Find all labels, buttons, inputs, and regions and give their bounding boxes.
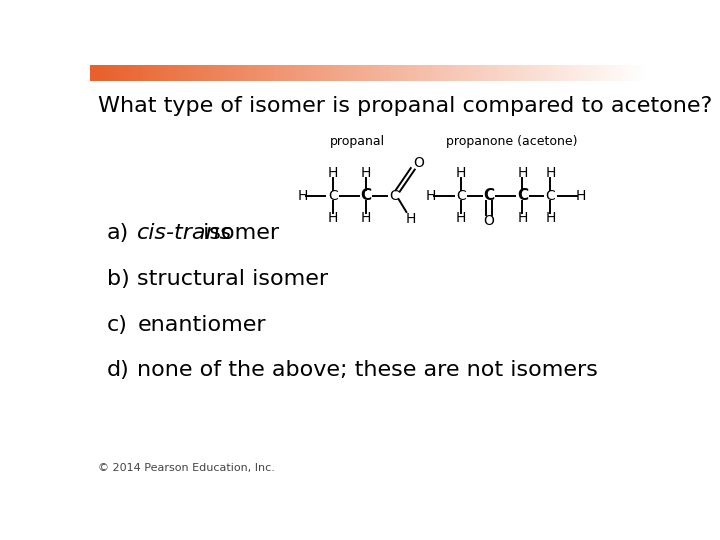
Text: C: C [517, 188, 528, 203]
Text: H: H [361, 211, 372, 225]
Text: H: H [297, 189, 307, 203]
Text: C: C [483, 188, 495, 203]
Text: H: H [517, 166, 528, 180]
Text: C: C [390, 189, 399, 203]
Text: O: O [484, 214, 495, 228]
Text: enantiomer: enantiomer [138, 315, 266, 335]
Text: H: H [405, 212, 416, 226]
Text: H: H [545, 166, 556, 180]
Text: H: H [328, 166, 338, 180]
Text: a): a) [107, 223, 129, 243]
Text: H: H [575, 189, 585, 203]
Text: C: C [456, 189, 466, 203]
Text: What type of isomer is propanal compared to acetone?: What type of isomer is propanal compared… [99, 96, 713, 116]
Text: H: H [456, 166, 467, 180]
Text: propanone (acetone): propanone (acetone) [446, 135, 577, 148]
Text: © 2014 Pearson Education, Inc.: © 2014 Pearson Education, Inc. [99, 463, 275, 473]
Text: H: H [328, 211, 338, 225]
Text: d): d) [107, 360, 130, 380]
Text: H: H [545, 211, 556, 225]
Text: c): c) [107, 315, 127, 335]
Text: H: H [456, 211, 467, 225]
Text: structural isomer: structural isomer [138, 269, 328, 289]
Text: isomer: isomer [196, 223, 279, 243]
Text: C: C [328, 189, 338, 203]
Text: C: C [546, 189, 555, 203]
Text: H: H [426, 189, 436, 203]
Text: H: H [361, 166, 372, 180]
Text: cis-trans: cis-trans [138, 223, 233, 243]
Text: none of the above; these are not isomers: none of the above; these are not isomers [138, 360, 598, 380]
Text: O: O [413, 157, 424, 170]
Text: b): b) [107, 269, 130, 289]
Text: C: C [361, 188, 372, 203]
Text: H: H [517, 211, 528, 225]
Text: propanal: propanal [330, 135, 385, 148]
